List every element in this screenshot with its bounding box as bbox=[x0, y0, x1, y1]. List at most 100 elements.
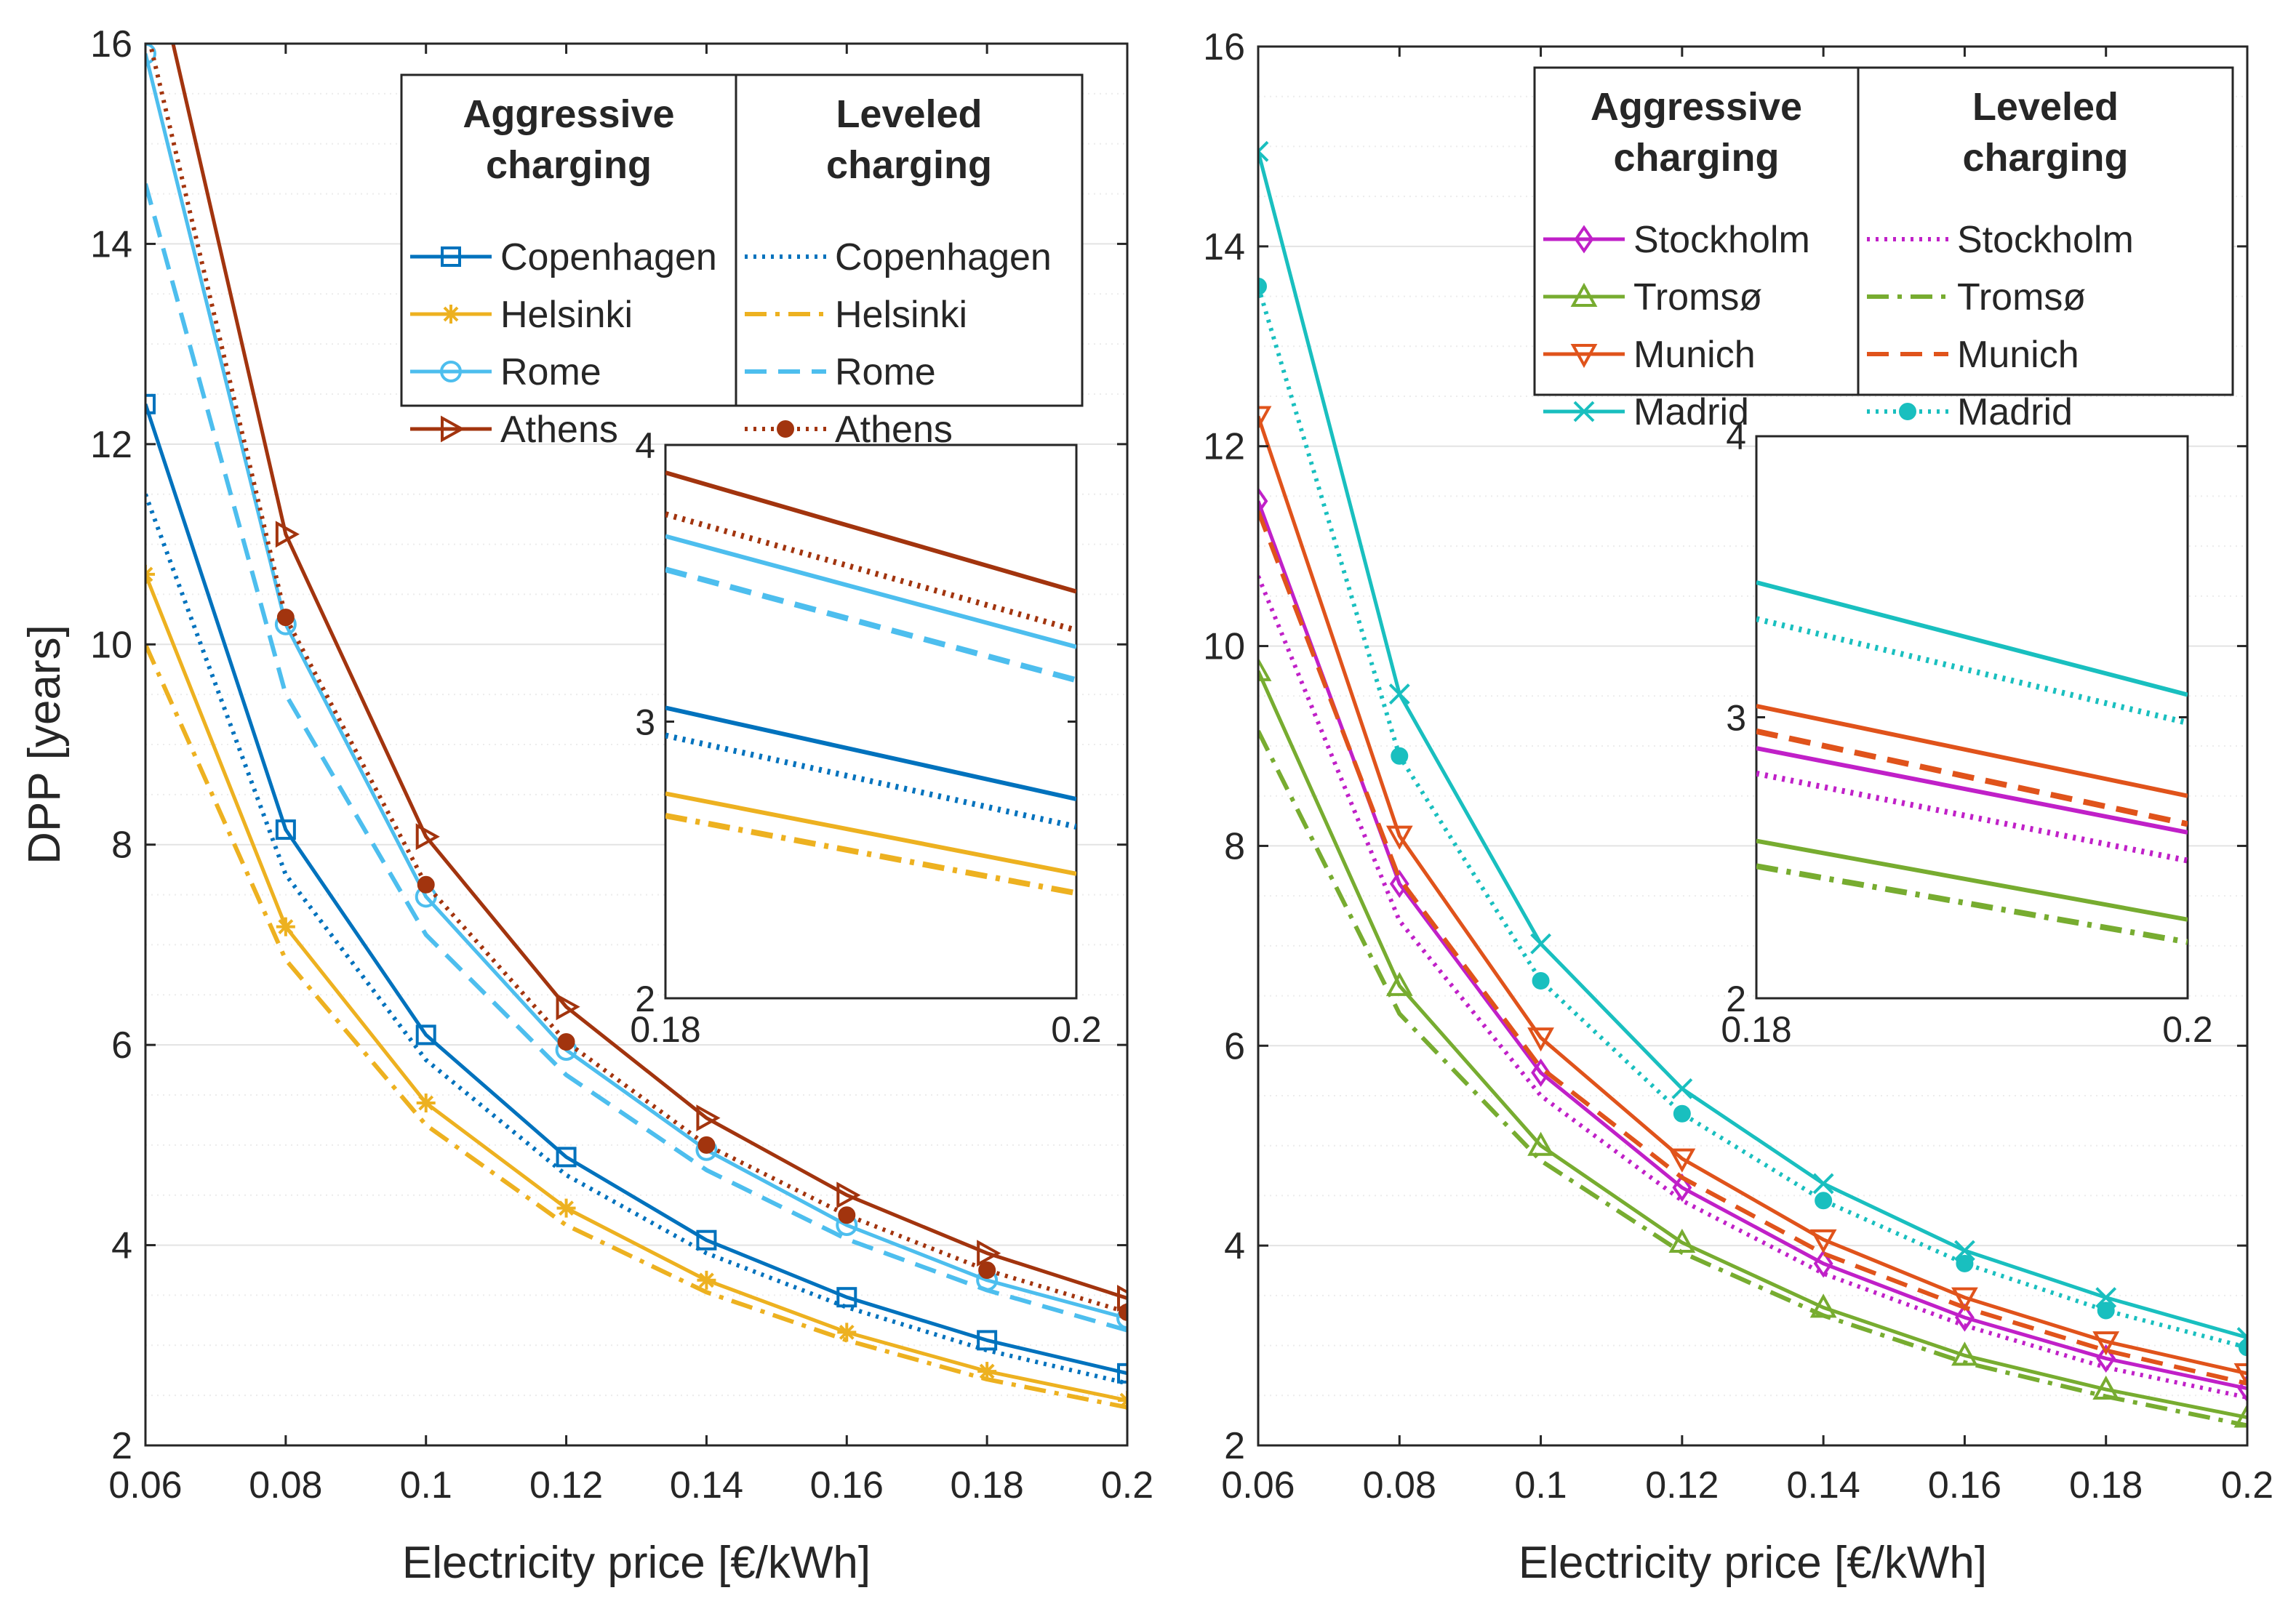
chart-left-athens-leveled-point bbox=[137, 15, 153, 31]
chart-left-copenhagen-aggressive-point bbox=[275, 819, 296, 840]
chart-right-madrid-leveled-point bbox=[1956, 1254, 1974, 1272]
chart-right-x-tick-label: 0.1 bbox=[1514, 1464, 1567, 1506]
chart-left-minor-grid bbox=[145, 92, 1127, 1397]
chart-right-madrid-aggressive bbox=[1258, 140, 2247, 1348]
chart-left-athens-aggressive-point bbox=[415, 823, 440, 851]
chart-right-stockholm-leveled-line bbox=[1258, 575, 2247, 1400]
chart-right-madrid-aggressive-point bbox=[1671, 1078, 1693, 1099]
chart-right-inset-munich-aggressive bbox=[1756, 704, 2188, 798]
chart-right-legend-entry-munich-aggressive-label: Munich bbox=[1633, 334, 1756, 376]
chart-right-y-tick-label: 14 bbox=[1203, 226, 1245, 268]
chart-right-legend: Aggressive charging Leveled charging Stockho… bbox=[1533, 66, 2234, 433]
chart-right-inset-ticks bbox=[1756, 435, 2188, 1000]
chart-left-copenhagen-aggressive bbox=[145, 393, 1127, 1384]
chart-right-tromso-aggressive-point bbox=[1258, 657, 1272, 681]
chart-right-y-tick-label: 8 bbox=[1224, 825, 1245, 867]
chart-right-y-tick-label: 12 bbox=[1203, 426, 1245, 468]
chart-left-rome-aggressive bbox=[145, 44, 1127, 1330]
chart-right-stockholm-aggressive-point bbox=[1531, 1058, 1551, 1087]
chart-right-inset-stockholm-leveled bbox=[1756, 770, 2188, 864]
chart-left-legend-entry-helsinki-aggressive: Helsinki bbox=[410, 294, 633, 336]
chart-left-rome-leveled bbox=[145, 183, 1127, 1333]
chart-left-legend-entry-athens-leveled: Athens bbox=[745, 409, 953, 451]
chart-left-legend-entry-athens-aggressive: Athens bbox=[410, 409, 618, 451]
chart-left-axes-box bbox=[144, 42, 1129, 1447]
chart-right-madrid-aggressive-point-stroke bbox=[1258, 149, 1269, 162]
chart-right-madrid-leveled-line bbox=[1258, 285, 2247, 1350]
chart-left-helsinki-aggressive-point bbox=[556, 1198, 576, 1218]
chart-left-legend-title-aggressive: Aggressive charging bbox=[463, 92, 674, 187]
chart-right-legend-entry-munich-aggressive: Munich bbox=[1543, 334, 1756, 376]
chart-right-munich-aggressive-point bbox=[1527, 1027, 1554, 1052]
chart-left-inset-rome-aggressive bbox=[665, 534, 1076, 649]
chart-right-inset-tromso-leveled bbox=[1756, 863, 2188, 945]
chart-right-y-tick-label: 16 bbox=[1203, 26, 1245, 68]
chart-right-madrid-leveled bbox=[1258, 277, 2247, 1357]
chart-right-inset-y-tick-label: 2 bbox=[1726, 979, 1746, 1019]
chart-right-legend-entry-madrid-aggressive: Madrid bbox=[1543, 391, 1749, 433]
chart-left-helsinki-aggressive-point bbox=[276, 917, 295, 936]
chart-right-madrid-leveled-point bbox=[1532, 971, 1550, 990]
chart-right-legend-title-line: Aggressive bbox=[1591, 85, 1802, 129]
chart-left-athens-leveled-point bbox=[276, 609, 295, 627]
chart-right-inset-munich-leveled bbox=[1756, 728, 2188, 827]
chart-right-madrid-aggressive-point-stroke bbox=[1954, 1240, 1975, 1261]
chart-left-legend-entry-rome-aggressive: Rome bbox=[410, 351, 601, 393]
chart-left-x-axis-label: Electricity price [€/kWh] bbox=[402, 1538, 871, 1588]
chart-right-munich-leveled bbox=[1258, 510, 2247, 1386]
chart-right-munich-aggressive-line bbox=[1258, 415, 2247, 1376]
chart-right-stockholm-leveled bbox=[1258, 575, 2247, 1400]
chart-left-rome-aggressive-point bbox=[1116, 1307, 1127, 1330]
chart-left-inset-copenhagen-leveled bbox=[665, 732, 1076, 830]
chart-left-copenhagen-aggressive-point bbox=[836, 1287, 857, 1308]
chart-right-inset-stockholm-aggressive bbox=[1756, 746, 2188, 835]
chart-left-helsinki-aggressive-point bbox=[145, 564, 155, 584]
chart-left-athens-aggressive-point bbox=[275, 521, 300, 548]
chart-left-copenhagen-aggressive-point bbox=[696, 1229, 717, 1251]
chart-right-legend-entry-tromso-leveled: Tromsø bbox=[1867, 276, 2086, 318]
chart-right-stockholm-aggressive-point bbox=[2096, 1344, 2116, 1373]
chart-left-inset-x-tick-label: 0.18 bbox=[630, 1009, 700, 1050]
chart-left-helsinki-aggressive-point bbox=[697, 1270, 716, 1290]
chart-left-legend-entry-athens-leveled-marker bbox=[777, 420, 794, 438]
chart-left-athens-aggressive-line bbox=[171, 44, 1127, 1300]
chart-left-x-tick-label: 0.18 bbox=[951, 1464, 1024, 1506]
chart-left-copenhagen-aggressive-point bbox=[415, 1024, 436, 1046]
chart-right-madrid-aggressive-point-stroke bbox=[1258, 140, 1269, 154]
chart-left-ticks bbox=[144, 42, 1129, 1447]
chart-left-helsinki-aggressive-point-stroke bbox=[145, 572, 153, 582]
chart-right-axes-box bbox=[1257, 45, 2249, 1447]
chart-right-y-tick-label: 6 bbox=[1224, 1025, 1245, 1067]
chart-right-stockholm-aggressive-point bbox=[2237, 1374, 2247, 1403]
chart-left-y-tick-label: 10 bbox=[90, 624, 132, 666]
chart-right-legend-entry-munich-leveled: Munich bbox=[1867, 334, 2079, 376]
chart-left-inset-y-tick-label: 4 bbox=[635, 425, 655, 466]
chart-right-legend-entry-munich-aggressive-marker bbox=[1570, 344, 1598, 369]
chart-right-madrid-aggressive-point-stroke bbox=[1671, 1078, 1693, 1099]
chart-left-inset-helsinki-aggressive bbox=[665, 791, 1076, 876]
chart-right-madrid-aggressive-point bbox=[1812, 1173, 1834, 1195]
chart-right-tromso-leveled-line bbox=[1258, 730, 2247, 1428]
chart-right-legend-entry-stockholm-aggressive-label: Stockholm bbox=[1633, 219, 1810, 261]
chart-right-munich-aggressive-point bbox=[2233, 1363, 2247, 1388]
chart-right-inset-y-tick-label: 3 bbox=[1726, 698, 1746, 739]
chart-right-munich-aggressive-point bbox=[1385, 825, 1413, 850]
chart-left-athens-aggressive-point bbox=[696, 1104, 721, 1132]
chart-left-x-tick-label: 0.06 bbox=[108, 1464, 182, 1506]
chart-left-legend: Aggressive charging Leveled charging Copenha… bbox=[400, 73, 1084, 451]
chart-right-legend-title-line: Leveled bbox=[1972, 85, 2119, 129]
chart-left-copenhagen-leveled bbox=[145, 493, 1127, 1386]
chart-left-athens-leveled-point bbox=[417, 875, 435, 894]
chart-right-munich-aggressive-point bbox=[2092, 1331, 2120, 1356]
chart-left-x-tick-label: 0.12 bbox=[529, 1464, 603, 1506]
chart-right-tromso-aggressive-point bbox=[1385, 971, 1413, 996]
chart-right-madrid-aggressive-point bbox=[1388, 683, 1410, 705]
chart-right-madrid-leveled-point bbox=[1673, 1104, 1691, 1123]
chart-left-inset-athens-leveled bbox=[665, 511, 1076, 633]
chart-left-athens-aggressive-point bbox=[836, 1181, 861, 1209]
chart-right-series bbox=[1258, 140, 2247, 1428]
chart-left-athens-aggressive bbox=[171, 44, 1127, 1312]
chart-right-munich-aggressive-point bbox=[1951, 1287, 1978, 1312]
chart-right-legend-title-line: charging bbox=[1613, 136, 1779, 180]
